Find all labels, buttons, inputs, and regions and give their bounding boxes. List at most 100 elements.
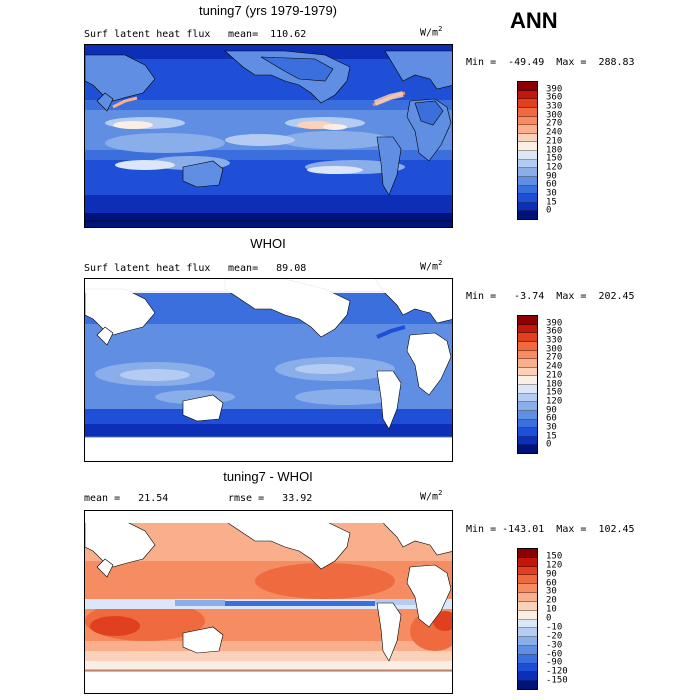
colorbar-swatch — [518, 333, 537, 342]
colorbar-tick-label: 30 — [546, 422, 557, 433]
colorbar-swatch — [518, 601, 537, 611]
colorbar-swatch — [518, 99, 537, 108]
colorbar-tick-label: 120 — [546, 162, 563, 173]
panel1-units: W/m2 — [420, 25, 443, 39]
colorbar-tick-label: 270 — [546, 118, 563, 129]
panel2-mean: mean= 89.08 — [228, 263, 307, 274]
colorbar-tick-label: 15 — [546, 431, 557, 442]
panel3-title: tuning7 - WHOI — [223, 469, 313, 484]
colorbar-tick-label: 210 — [546, 136, 563, 147]
colorbar-tick-label: 270 — [546, 352, 563, 363]
colorbar-tick-label: 330 — [546, 335, 563, 346]
colorbar-swatch — [518, 151, 537, 160]
colorbar-swatch — [518, 385, 537, 394]
colorbar-swatch — [518, 654, 537, 664]
colorbar-swatch — [518, 367, 537, 377]
colorbar-tick-label: 240 — [546, 127, 563, 138]
colorbar-swatch — [518, 90, 537, 100]
colorbar-swatch — [518, 376, 537, 385]
colorbar-swatch — [518, 436, 537, 446]
colorbar-tick-label: 0 — [546, 613, 552, 624]
colorbar-swatch — [518, 159, 537, 169]
panel2-units: W/m2 — [420, 259, 443, 273]
colorbar-tick-label: 150 — [546, 387, 563, 398]
panel1-minmax: Min = -49.49 Max = 288.83 — [466, 57, 635, 68]
colorbar-swatch — [518, 82, 537, 91]
colorbar-swatch — [518, 637, 537, 646]
colorbar-swatch — [518, 142, 537, 151]
colorbar-swatch — [518, 393, 537, 403]
colorbar-swatch — [518, 185, 537, 195]
panel2-colorbar — [517, 315, 538, 454]
colorbar-swatch — [518, 359, 537, 368]
colorbar-swatch — [518, 575, 537, 585]
colorbar-tick-label: 390 — [546, 84, 563, 95]
colorbar-tick-label: 10 — [546, 604, 557, 615]
colorbar-tick-label: 180 — [546, 379, 563, 389]
panel3-rmse: rmse = 33.92 — [228, 493, 313, 504]
colorbar-swatch — [518, 549, 537, 558]
colorbar-tick-label: -10 — [546, 622, 563, 633]
colorbar-tick-label: 20 — [546, 595, 557, 606]
colorbar-tick-label: -150 — [546, 675, 568, 686]
colorbar-tick-label: 330 — [546, 101, 563, 112]
colorbar-swatch — [518, 428, 537, 437]
colorbar-swatch — [518, 672, 537, 682]
colorbar-tick-label: 60 — [546, 413, 557, 424]
colorbar-swatch — [518, 202, 537, 212]
colorbar-tick-label: 30 — [546, 188, 557, 199]
colorbar-swatch — [518, 133, 537, 143]
colorbar-tick-label: -120 — [546, 666, 568, 677]
colorbar-tick-label: 150 — [546, 153, 563, 164]
colorbar-swatch — [518, 316, 537, 325]
panel1-colorbar — [517, 81, 538, 220]
colorbar-tick-label: 60 — [546, 578, 557, 588]
panel2-minmax: Min = -3.74 Max = 202.45 — [466, 291, 635, 302]
colorbar-swatch — [518, 341, 537, 351]
colorbar-swatch — [518, 557, 537, 567]
panel3-map — [84, 510, 453, 694]
colorbar-tick-label: 390 — [546, 318, 563, 329]
colorbar-swatch — [518, 619, 537, 629]
colorbar-tick-label: -90 — [546, 657, 563, 668]
colorbar-tick-label: 300 — [546, 110, 563, 121]
colorbar-swatch — [518, 566, 537, 576]
panel2-map — [84, 278, 453, 462]
colorbar-tick-label: -60 — [546, 649, 563, 659]
colorbar-tick-label: -30 — [546, 640, 563, 651]
colorbar-swatch — [518, 402, 537, 411]
colorbar-swatch — [518, 593, 537, 602]
colorbar-swatch — [518, 116, 537, 126]
colorbar-swatch — [518, 419, 537, 429]
colorbar-swatch — [518, 107, 537, 117]
colorbar-tick-label: 240 — [546, 361, 563, 372]
colorbar-swatch — [518, 176, 537, 186]
colorbar-tick-label: -20 — [546, 631, 563, 642]
season-label: ANN — [510, 8, 558, 33]
panel3-mean: mean = 21.54 — [84, 493, 169, 504]
panel3-colorbar — [517, 548, 538, 690]
colorbar-swatch — [518, 663, 537, 673]
panel2-title: WHOI — [250, 236, 286, 251]
colorbar-swatch — [518, 584, 537, 594]
colorbar-tick-label: 15 — [546, 197, 557, 208]
colorbar-tick-label: 60 — [546, 179, 557, 190]
colorbar-tick-label: 360 — [546, 92, 563, 103]
colorbar-tick-label: 0 — [546, 205, 552, 216]
panel1-field-label: Surf latent heat flux — [84, 29, 211, 40]
colorbar-swatch — [518, 645, 537, 655]
colorbar-tick-label: 120 — [546, 396, 563, 407]
colorbar-tick-label: 150 — [546, 551, 563, 562]
colorbar-swatch — [518, 168, 537, 177]
colorbar-tick-label: 90 — [546, 569, 557, 580]
colorbar-tick-label: 120 — [546, 560, 563, 571]
panel2-field-label: Surf latent heat flux — [84, 263, 211, 274]
colorbar-tick-label: 300 — [546, 344, 563, 355]
colorbar-swatch — [518, 681, 537, 689]
colorbar-swatch — [518, 410, 537, 420]
panel1-mean: mean= 110.62 — [228, 29, 307, 40]
colorbar-tick-label: 360 — [546, 326, 563, 337]
colorbar-tick-label: 210 — [546, 370, 563, 381]
colorbar-swatch — [518, 125, 537, 134]
colorbar-tick-label: 90 — [546, 405, 557, 416]
